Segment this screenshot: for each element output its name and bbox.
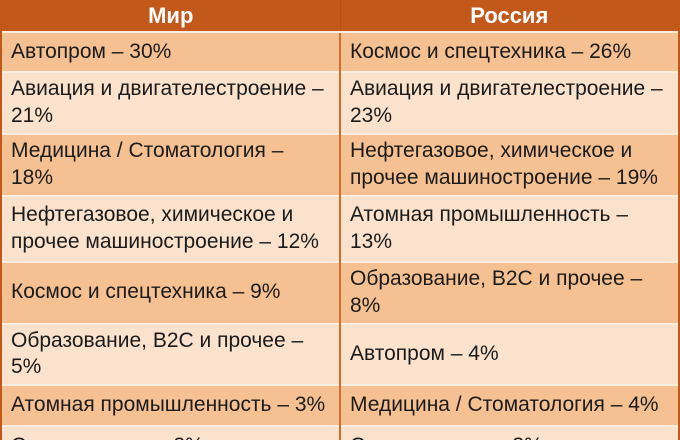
table-cell-world: Авиация и двигателестроение – 21% <box>2 71 340 134</box>
table-cell-world: Нефтегазовое, химическое и прочее машино… <box>2 194 340 262</box>
table-cell-russia: Атомная промышленность – 13% <box>339 194 678 262</box>
column-header-russia: Россия <box>339 0 678 32</box>
table-cell-world: Судостроение – 2% <box>2 425 340 440</box>
table-row: Образование, B2C и прочее – 5% Автопром … <box>2 322 678 386</box>
table-cell-world: Атомная промышленность – 3% <box>2 384 340 427</box>
table-cell-world: Автопром – 30% <box>2 31 340 72</box>
table-cell-world: Космос и спецтехника – 9% <box>2 260 340 324</box>
table-row: Автопром – 30% Космос и спецтехника – 26… <box>2 31 678 72</box>
table-cell-russia: Авиация и двигателестроение – 23% <box>339 71 678 134</box>
table-cell-russia: Судостроение – 3% <box>339 425 678 440</box>
column-header-world: Мир <box>2 0 340 32</box>
table-cell-russia: Образование, B2C и прочее – 8% <box>339 260 678 324</box>
table-cell-russia: Космос и спецтехника – 26% <box>339 31 678 72</box>
table-cell-world: Медицина / Стоматология – 18% <box>2 132 340 196</box>
table-cell-russia: Нефтегазовое, химическое и прочее машино… <box>339 132 678 196</box>
table-cell-russia: Медицина / Стоматология – 4% <box>339 384 678 427</box>
header-row: Мир Россия <box>2 0 678 32</box>
table-row: Нефтегазовое, химическое и прочее машино… <box>2 194 678 262</box>
table-cell-world: Образование, B2C и прочее – 5% <box>2 322 340 386</box>
table-cell-russia: Автопром – 4% <box>339 322 678 386</box>
table-row: Авиация и двигателестроение – 21% Авиаци… <box>2 71 678 134</box>
table-row: Атомная промышленность – 3% Медицина / С… <box>2 384 678 427</box>
table-row: Медицина / Стоматология – 18% Нефтегазов… <box>2 132 678 196</box>
table-row: Космос и спецтехника – 9% Образование, B… <box>2 260 678 324</box>
table-row: Судостроение – 2% Судостроение – 3% <box>2 425 678 440</box>
